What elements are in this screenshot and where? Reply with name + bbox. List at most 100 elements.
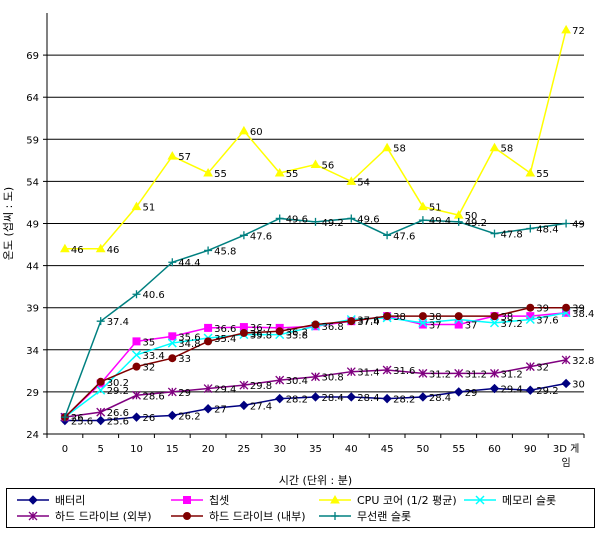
legend-item: 칩셋 [169,493,229,507]
data-label: 55 [536,169,549,180]
series-0 [60,378,571,426]
data-point [418,320,427,329]
data-point [203,167,213,177]
legend-item: 하드 드라이브 (외부) [15,509,152,523]
data-point [274,393,285,404]
data-label: 38 [501,312,514,323]
x-tick-label: 60 [488,444,501,455]
data-point [275,375,285,385]
data-label: 33.4 [143,351,165,362]
legend-marker [475,495,485,505]
legend-item: CPU 코어 (1/2 평균) [317,493,457,507]
data-label: 35.8 [250,331,272,342]
data-label: 47.6 [250,231,272,242]
data-label: 49.4 [429,216,451,227]
data-point [132,390,141,400]
data-label: 31.6 [393,366,415,377]
data-label: 37 [429,321,442,332]
data-label: 36.2 [286,327,308,338]
data-label: 29.2 [536,386,558,397]
x-axis-title: 시간 (단위 : 분) [279,474,352,487]
data-point [60,413,69,422]
legend-label: 무선랜 슬롯 [357,510,412,523]
data-label: 26.2 [178,411,200,422]
data-point [311,372,320,382]
data-label: 31.2 [501,369,523,380]
legend-item: 무선랜 슬롯 [317,509,411,523]
data-point [96,407,106,417]
data-point [418,318,428,328]
data-label: 38 [429,312,442,323]
data-label: 36 [250,329,263,340]
legend-swatch [171,512,203,520]
legend-marker [330,494,340,504]
data-label: 72 [572,26,585,37]
data-point [489,383,500,394]
y-tick-label: 64 [26,93,39,104]
data-label: 36.7 [250,323,272,334]
data-point [382,142,392,152]
legend-label: 하드 드라이브 (내부) [209,510,306,523]
data-label: 30 [572,379,585,390]
data-point [383,312,392,321]
data-label: 55 [286,169,299,180]
data-label: 46 [71,245,84,256]
data-point [132,337,141,346]
data-label: 35.8 [286,331,308,342]
data-point [167,151,178,160]
legend-swatch [319,494,351,504]
data-point [203,404,213,414]
legend-swatch [464,495,496,505]
legend-label: CPU 코어 (1/2 평균) [357,494,457,507]
x-tick-label: 45 [381,444,394,455]
data-point [132,290,141,299]
data-point [131,201,142,211]
data-label: 49.6 [357,214,379,225]
data-label: 58 [501,144,514,155]
data-label: 39 [536,304,549,315]
data-point [526,224,535,233]
data-point [561,355,571,365]
x-tick-label: 90 [524,444,537,455]
data-point [418,312,427,321]
series-6 [60,214,571,422]
data-point [454,368,464,378]
x-tick-label: 55 [452,444,465,455]
data-label: 27 [214,405,227,416]
data-point [382,393,392,404]
data-label: 49 [572,220,585,231]
axes: 24 29 34 39 44 49 54 59 64 69 0 5 10 15 20 25 30 35 40 45 50… [26,13,585,469]
data-label: 30.8 [322,373,344,384]
x-tick-label: 20 [202,444,215,455]
legend-marker [183,496,191,504]
data-label: 35.6 [178,332,200,343]
data-point [562,219,571,228]
data-point [239,125,249,135]
data-point [383,231,392,240]
data-point [347,214,356,223]
data-point [561,378,571,389]
series-2 [60,24,571,253]
data-point [347,317,356,326]
data-label: 55 [214,169,227,180]
data-point [311,217,320,226]
legend-marker [28,495,38,505]
data-label: 37.6 [536,315,558,326]
data-label: 49.6 [286,214,308,225]
data-point [490,312,499,321]
data-label: 25.6 [71,417,93,428]
data-point [526,303,535,312]
data-point [418,392,428,402]
x-tick-label: 35 [309,444,322,455]
data-point [489,318,500,328]
data-label: 35.4 [214,334,236,345]
data-label: 28.6 [143,391,165,402]
data-point [418,368,428,378]
data-label: 37.2 [501,319,523,330]
data-point [168,354,177,363]
legend-item: 배터리 [15,493,85,507]
data-label: 38.4 [572,309,594,320]
data-point [203,384,213,393]
data-point [239,400,249,411]
data-label: 36.8 [322,322,344,333]
